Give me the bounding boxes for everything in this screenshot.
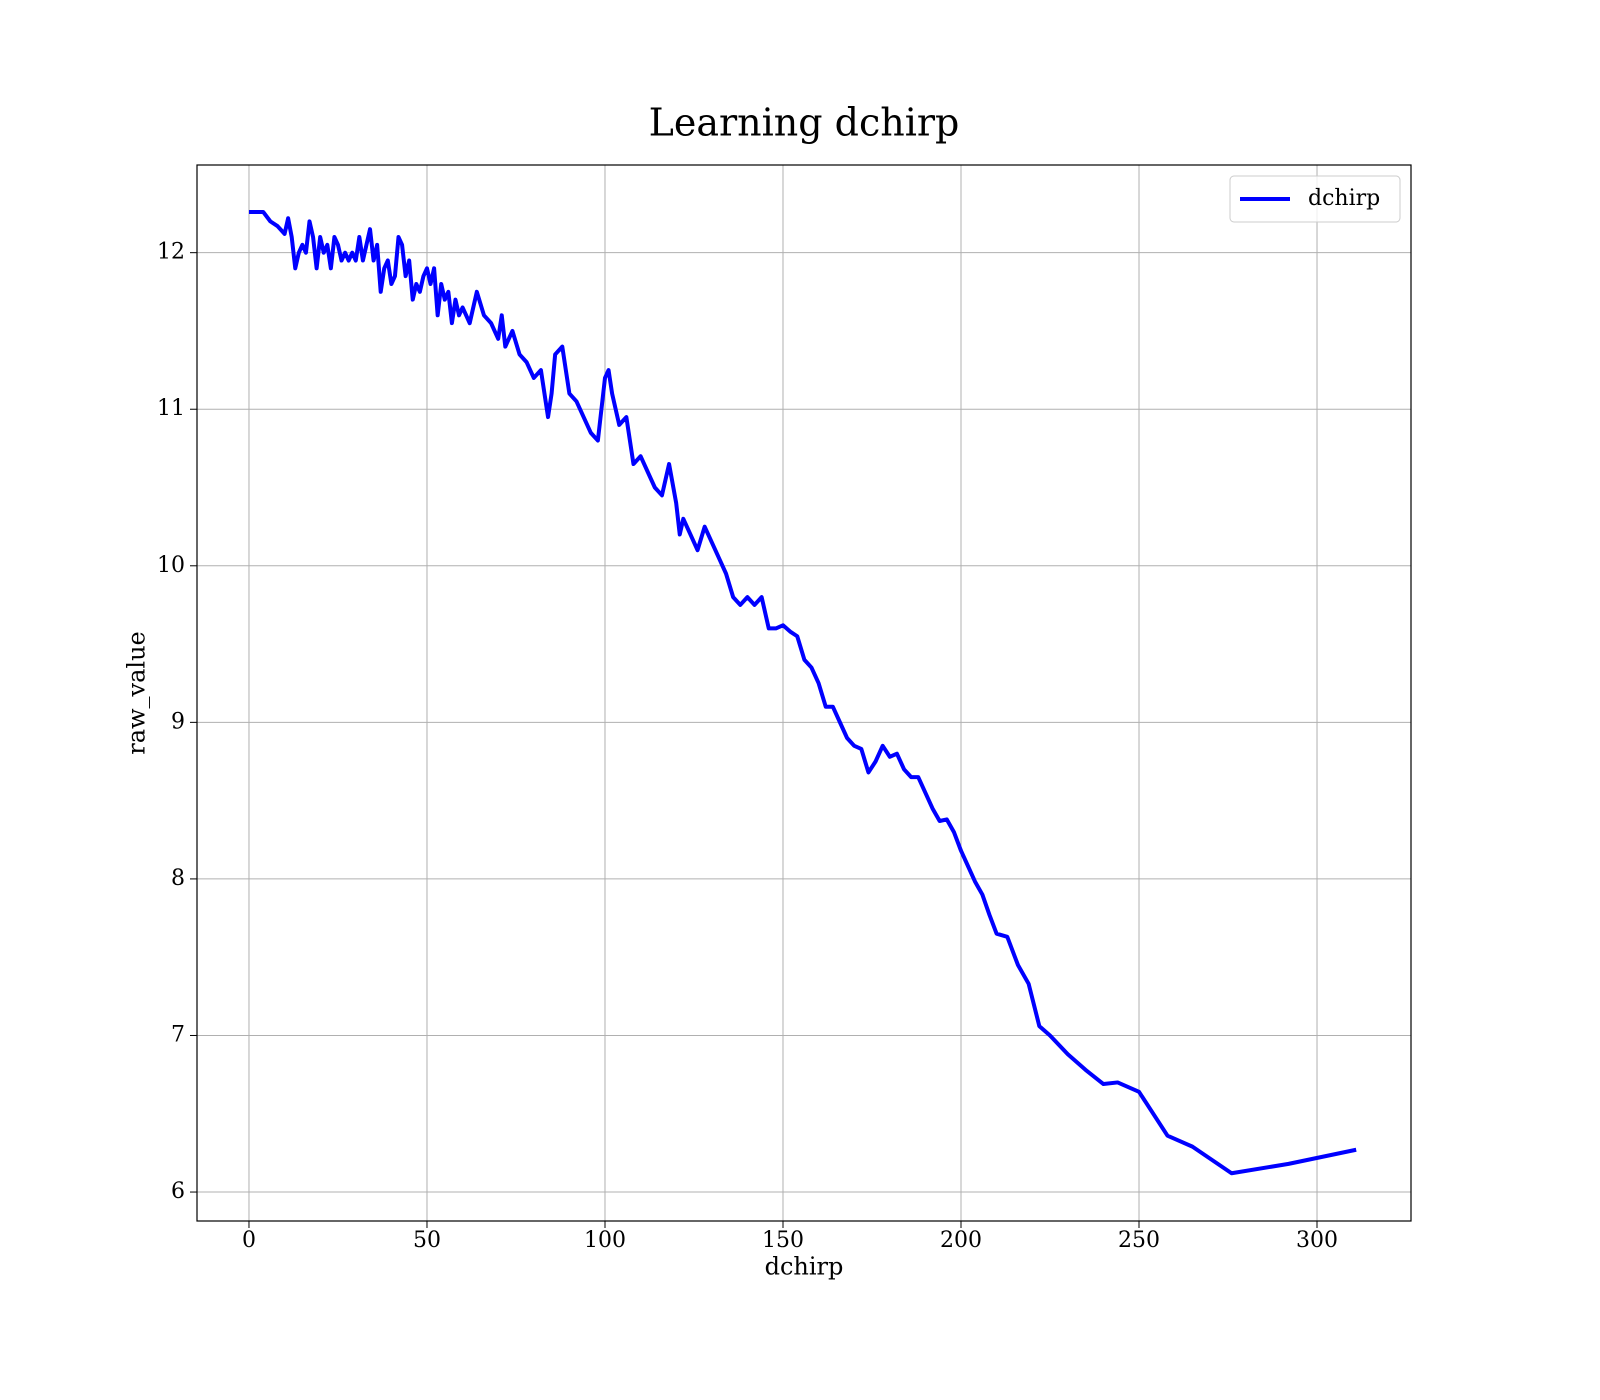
y-tick-label: 6 [171, 1179, 185, 1204]
legend-label: dchirp [1308, 186, 1380, 211]
x-tick-label: 250 [1118, 1228, 1160, 1253]
y-tick-label: 9 [171, 709, 185, 734]
y-axis-label: raw_value [123, 631, 151, 755]
x-tick-label: 100 [584, 1228, 626, 1253]
y-tick-label: 11 [157, 396, 185, 421]
x-tick-label: 200 [940, 1228, 982, 1253]
x-tick-label: 50 [413, 1228, 441, 1253]
x-tick-label: 0 [242, 1228, 256, 1253]
y-tick-label: 12 [157, 240, 185, 265]
y-tick-label: 8 [171, 866, 185, 891]
x-tick-label: 150 [762, 1228, 804, 1253]
plot-frame [196, 164, 1412, 1222]
y-tick-label: 10 [157, 553, 185, 578]
x-tick-label: 300 [1296, 1228, 1338, 1253]
legend-box [1229, 175, 1401, 223]
x-axis-label: dchirp [765, 1253, 844, 1281]
y-tick-label: 7 [171, 1022, 185, 1047]
data-line [248, 209, 1357, 1176]
chart-title: Learning dchirp [649, 101, 960, 145]
